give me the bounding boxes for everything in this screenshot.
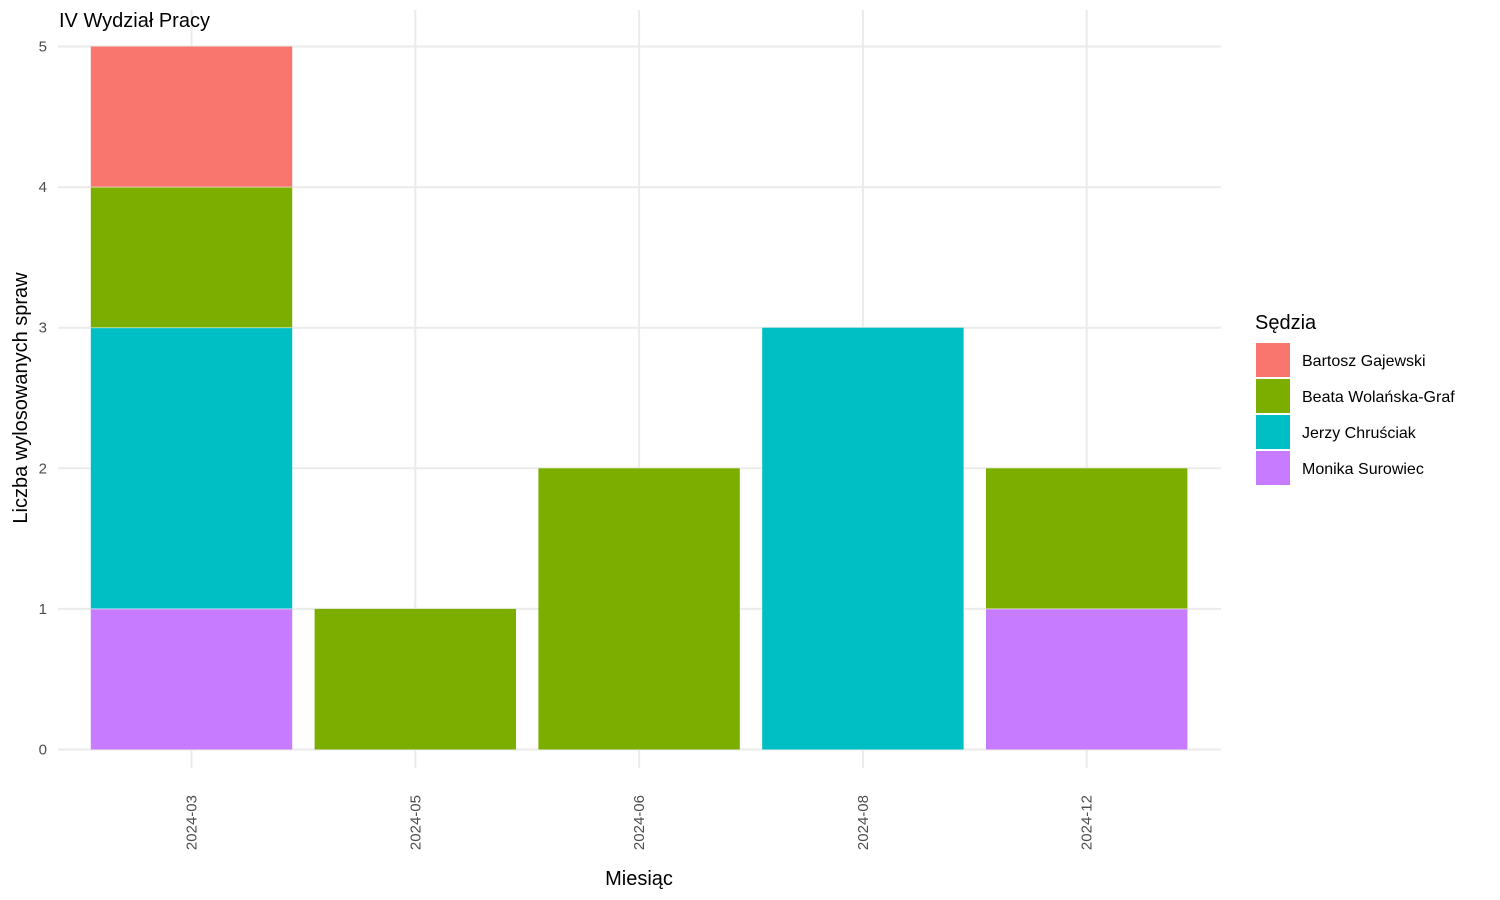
bar-segment xyxy=(538,468,740,750)
bar-segment xyxy=(90,187,293,328)
bar-segment xyxy=(90,327,293,609)
chart-title: IV Wydział Pracy xyxy=(59,10,210,32)
x-tick-label: 2024-03 xyxy=(184,795,201,850)
legend: Sędzia Bartosz Gajewski Beata Wolańska-Gr… xyxy=(1255,312,1455,485)
y-tick-label: 3 xyxy=(39,320,47,337)
x-tick-labels: 2024-03 2024-05 2024-06 2024-08 2024-12 xyxy=(184,795,1096,850)
x-tick-label: 2024-08 xyxy=(855,795,872,850)
legend-label: Monika Surowiec xyxy=(1302,461,1424,478)
bar-segment xyxy=(314,608,517,750)
y-axis-title: Liczba wylosowanych spraw xyxy=(10,272,32,524)
legend-key xyxy=(1256,343,1290,377)
legend-title: Sędzia xyxy=(1255,312,1317,334)
x-tick-label: 2024-06 xyxy=(631,795,648,850)
y-tick-labels: 0 1 2 3 4 5 xyxy=(39,39,47,759)
y-tick-label: 5 xyxy=(39,39,47,56)
y-tick-label: 1 xyxy=(39,601,47,618)
bar-segment xyxy=(985,468,1188,609)
x-tick-label: 2024-12 xyxy=(1079,795,1096,850)
legend-label: Bartosz Gajewski xyxy=(1302,353,1426,370)
legend-label: Jerzy Chruściak xyxy=(1302,425,1417,442)
legend-key xyxy=(1256,379,1290,413)
bar-segment xyxy=(90,46,293,188)
legend-key xyxy=(1256,451,1290,485)
x-axis-title: Miesiąc xyxy=(605,868,673,890)
y-tick-label: 2 xyxy=(39,460,47,477)
legend-label: Beata Wolańska-Graf xyxy=(1302,389,1455,406)
legend-key xyxy=(1256,415,1290,449)
bars xyxy=(90,46,1188,750)
bar-segment xyxy=(90,608,293,750)
bar-segment xyxy=(985,608,1188,750)
y-tick-label: 0 xyxy=(39,742,47,759)
x-tick-label: 2024-05 xyxy=(407,795,424,850)
bar-segment xyxy=(762,327,964,750)
y-tick-label: 4 xyxy=(39,179,47,196)
